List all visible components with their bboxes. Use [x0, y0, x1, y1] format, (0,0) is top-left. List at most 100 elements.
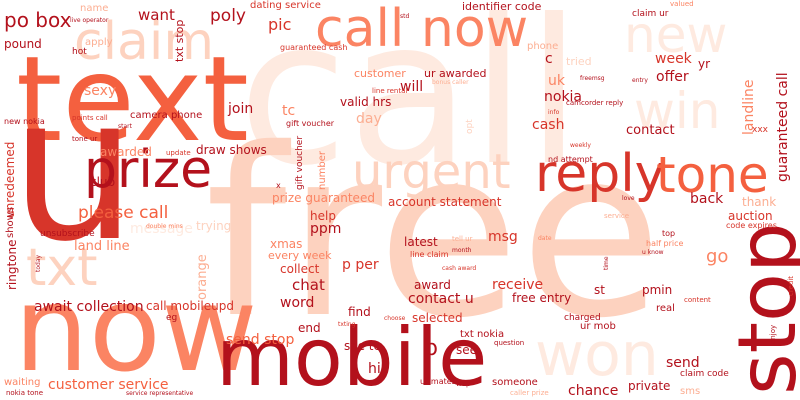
word-mobile: mobile: [216, 311, 488, 400]
word-valid-hrs: valid hrs: [340, 95, 392, 109]
word-account-statement: account statement: [388, 195, 502, 209]
word-want: want: [138, 6, 175, 24]
word-gift-voucher: gift voucher: [286, 119, 335, 128]
word-real: real: [656, 303, 675, 314]
word-identifier-code: identifier code: [462, 0, 542, 13]
word-txt: txt: [26, 238, 98, 298]
word-date: date: [538, 235, 552, 242]
word-tc: tc: [282, 103, 296, 119]
word-time: time: [603, 256, 610, 270]
word-contact-u: contact u: [408, 291, 474, 307]
word-ur-awarded: ur awarded: [424, 67, 487, 80]
word-camcorder-reply: camcorder reply: [566, 99, 624, 107]
word-guaranteed-call: guaranteed call: [775, 72, 791, 182]
word-double-mins: double mins: [146, 223, 183, 230]
word-ringtone: ringtone: [5, 239, 19, 290]
word-urgent: urgent: [352, 144, 511, 200]
word-po-box: po box: [4, 8, 72, 32]
word-sms: sms: [680, 386, 701, 397]
word-today: today: [35, 254, 42, 272]
word-st: st: [594, 283, 605, 297]
word-u: u: [10, 53, 137, 286]
word-opt: opt: [465, 119, 475, 134]
word-call-mobileupd: call mobileupd: [146, 299, 234, 313]
word-offer: offer: [656, 69, 689, 85]
word-nokia: nokia: [544, 89, 583, 105]
word-line-claim: line claim: [410, 250, 449, 259]
word-prize-guaranteed: prize guaranteed: [272, 191, 375, 205]
word-name: name: [80, 3, 109, 14]
word-free-entry: free entry: [512, 291, 572, 305]
word-claim-ur: claim ur: [632, 9, 669, 19]
word-word: word: [280, 295, 315, 311]
word-please-call: please call: [78, 203, 169, 223]
word-pound: pound: [4, 37, 42, 51]
word-freemsg: freemsg: [580, 75, 605, 82]
word-new: new: [624, 6, 728, 64]
word-month: month: [452, 247, 472, 254]
word-auction: auction: [728, 209, 773, 223]
word-uk: uk: [548, 73, 565, 89]
word-charged: charged: [564, 313, 601, 323]
word-claim: claim: [74, 12, 215, 72]
word-ur-mob: ur mob: [580, 321, 616, 332]
word-eg: eg: [166, 313, 178, 323]
word-live-operator: live operator: [70, 17, 109, 24]
word-free: free: [205, 99, 663, 369]
word-new-nokia: new nokia: [4, 117, 45, 126]
word-text: text: [16, 30, 249, 168]
word-nokia-tone: nokia tone: [6, 389, 44, 397]
word-reply: reply: [535, 144, 666, 204]
word-phone: phone: [527, 41, 559, 52]
word-txt-nokia: txt nokia: [460, 329, 505, 340]
word-tone-ur: tone ur: [72, 135, 98, 143]
word-gift-voucher-v: gift voucher: [295, 135, 305, 190]
word-cash-award: cash award: [442, 265, 477, 272]
word-trying: trying: [196, 219, 232, 233]
word-see: see: [456, 343, 478, 357]
word-info: info: [548, 109, 560, 116]
word-choose: choose: [384, 315, 406, 322]
word-points-call: points call: [72, 114, 108, 122]
word-chat: chat: [292, 276, 325, 294]
word-c: c: [545, 51, 553, 67]
word-club: club: [90, 175, 116, 189]
word-update: update: [166, 149, 191, 157]
word-contact: contact: [626, 123, 675, 138]
word-enjoy: enjoy: [769, 324, 777, 344]
word-stop: stop: [721, 222, 800, 395]
word-waiting: waiting: [4, 377, 41, 388]
word-find: find: [348, 305, 371, 319]
word-sae-tc: sae tc: [344, 339, 381, 353]
word-send-stop: send stop: [226, 332, 295, 348]
word-cash: cash: [532, 117, 565, 133]
word-shows: shows: [5, 206, 16, 238]
word-private: private: [628, 379, 671, 393]
word-sexy: sexy: [84, 83, 117, 99]
word-ur-mates: ur mates: [420, 377, 456, 386]
word-tell-ur: tell ur: [452, 235, 473, 243]
word-ppm: ppm: [310, 221, 342, 237]
word-land-line: land line: [74, 239, 130, 254]
word-thank: thank: [742, 195, 777, 209]
word-hi: hi: [368, 361, 381, 377]
word-entry: entry: [632, 77, 648, 84]
word-awarded: awarded: [100, 145, 152, 159]
word-end: end: [298, 321, 321, 335]
word-hot: hot: [72, 47, 87, 57]
word-camera-phone: camera phone: [130, 110, 203, 121]
word-txting: txting: [338, 321, 356, 328]
word-p: p: [424, 336, 438, 361]
word-go: go: [706, 246, 729, 267]
word-credit: credit: [787, 275, 795, 296]
word-service: service: [604, 212, 630, 220]
word-selected: selected: [412, 311, 463, 325]
word-customer-service: customer service: [48, 377, 169, 393]
word-help: help: [310, 209, 336, 223]
word-orange: orange: [195, 254, 210, 300]
word-service-representative: service representative: [126, 390, 194, 397]
word-content: content: [684, 296, 711, 304]
word-now: now: [14, 260, 258, 398]
word-pic: pic: [268, 15, 292, 34]
